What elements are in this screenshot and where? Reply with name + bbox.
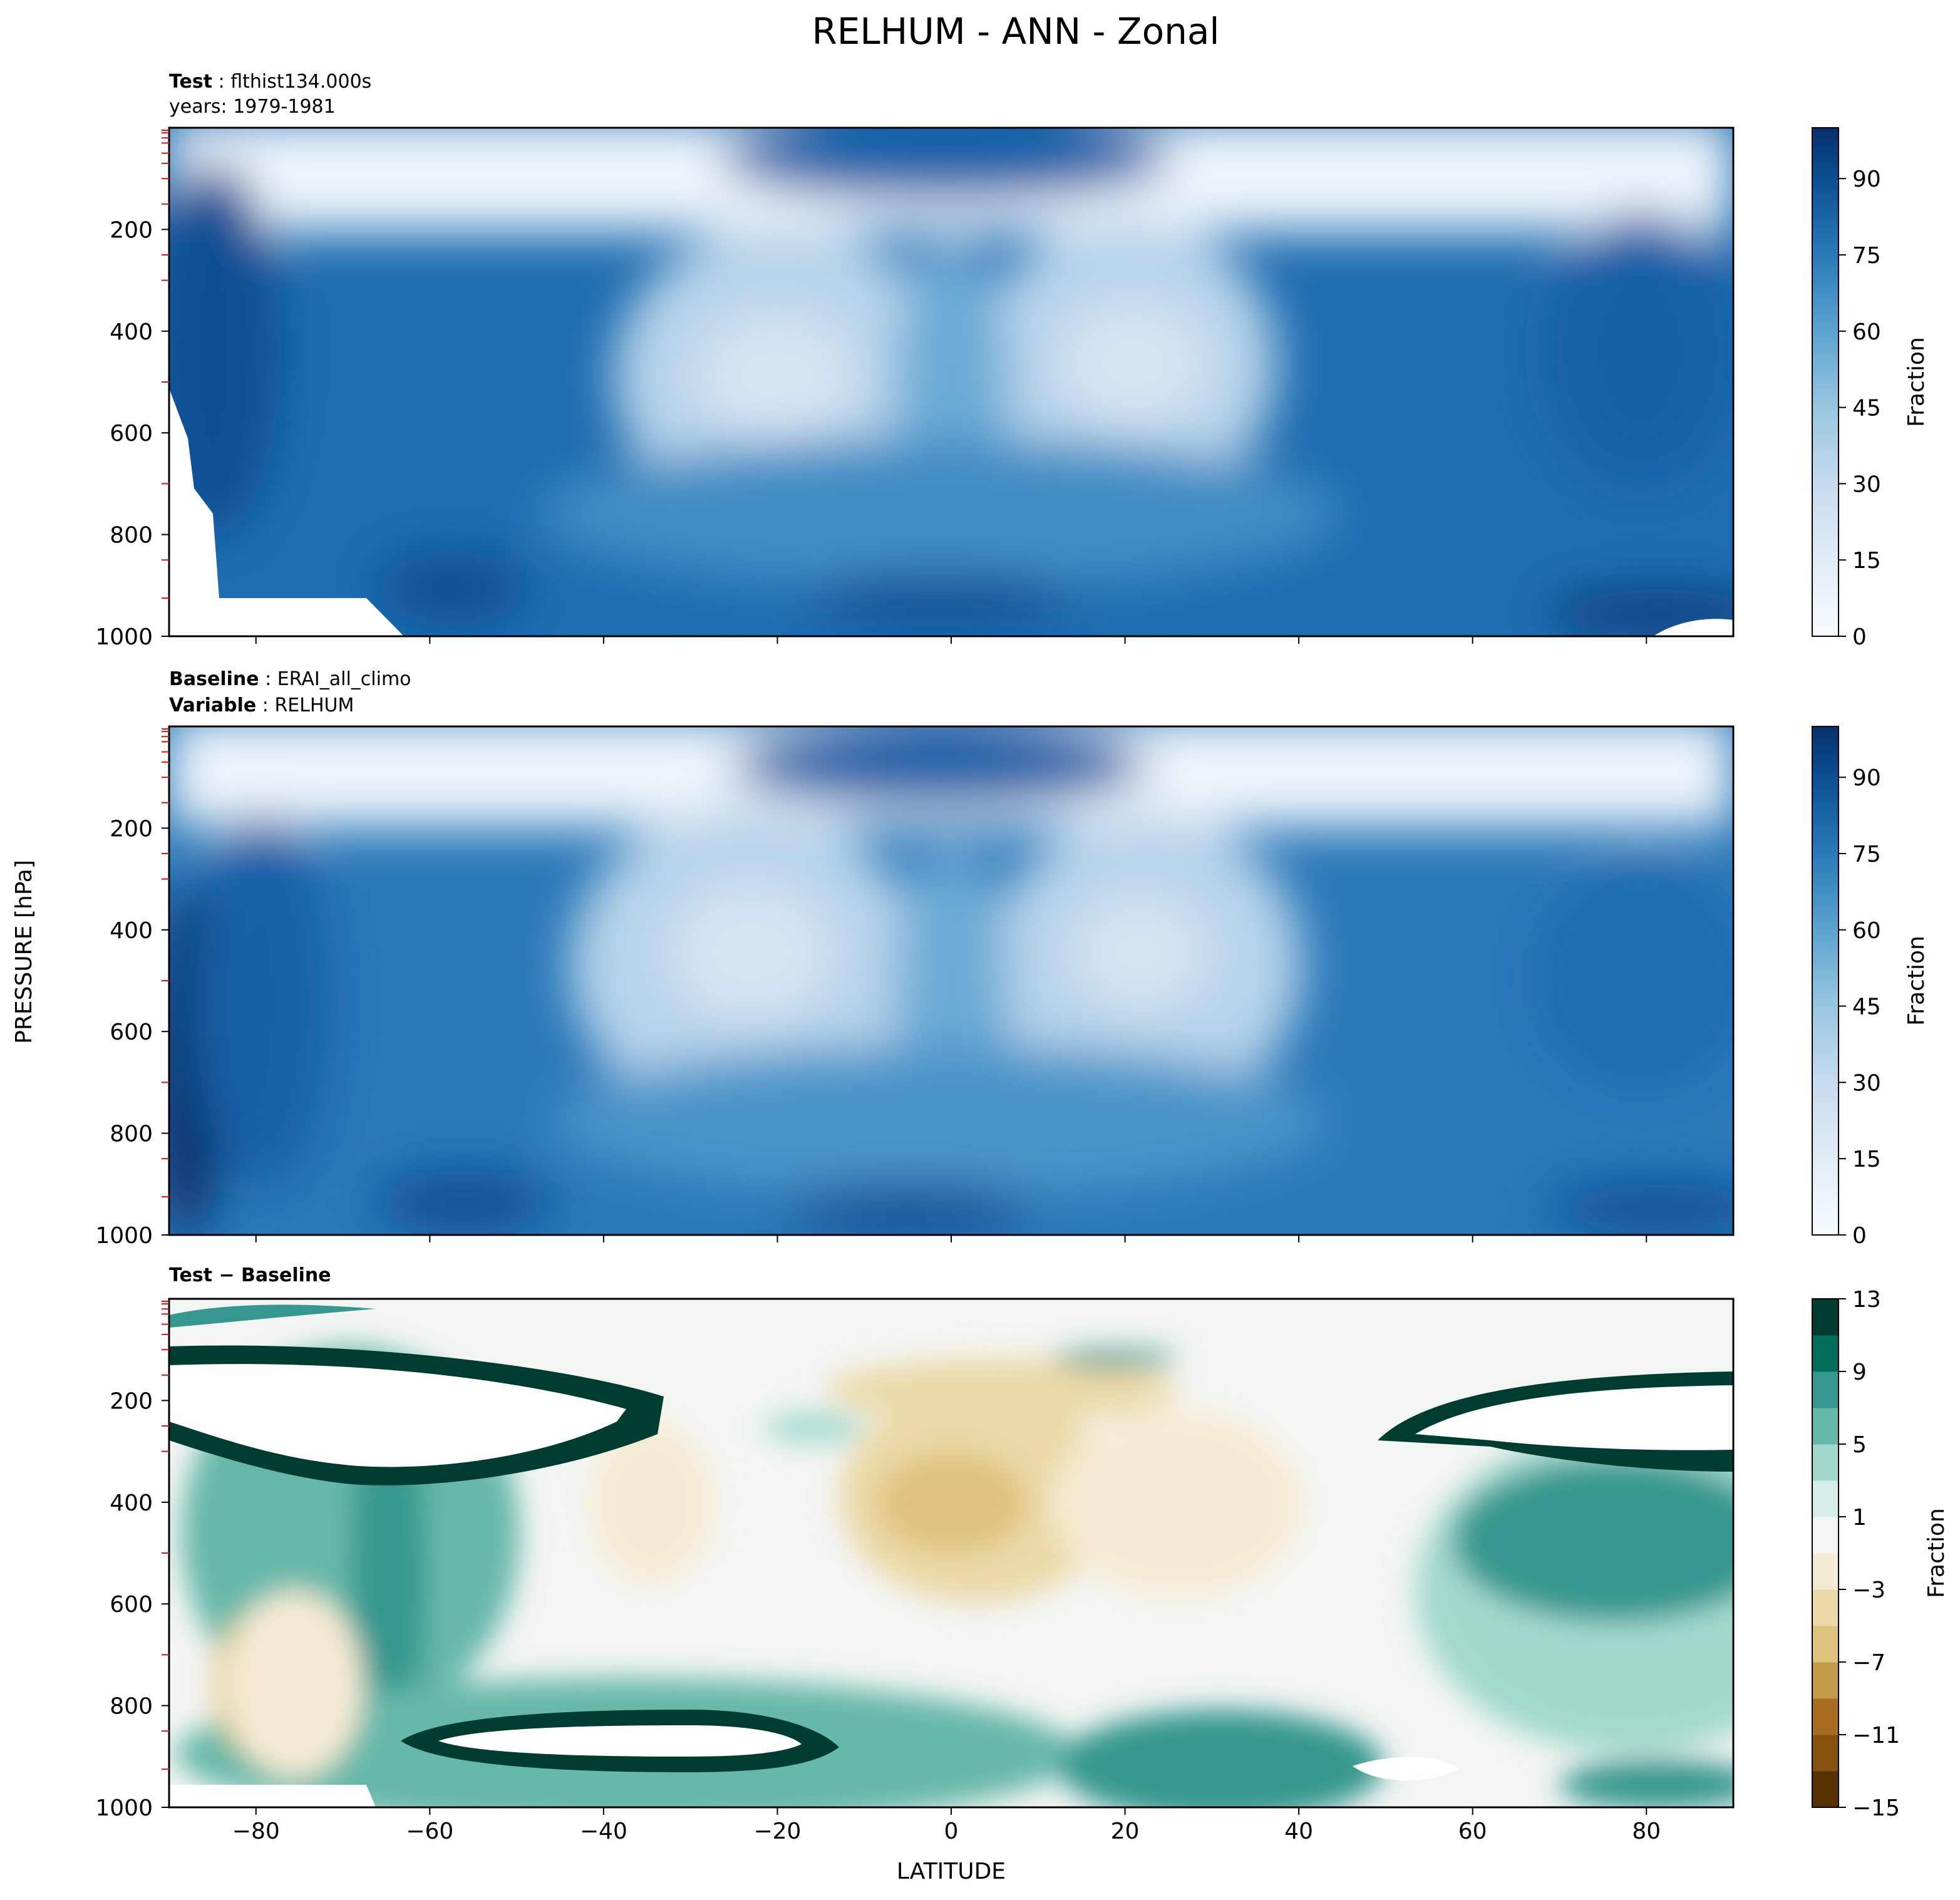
y-tick-label: 800 xyxy=(110,1122,153,1147)
panel-baseline-header-line2: Variable : RELHUM xyxy=(169,694,354,716)
x-tick-label: 0 xyxy=(944,1819,959,1844)
y-tick-label: 400 xyxy=(110,319,153,345)
panel-diff: Test − Baseline xyxy=(95,1264,1949,1821)
panel-baseline-colorbar-ticks: 0 15 30 45 60 75 90 xyxy=(1839,765,1881,1249)
figure-title: RELHUM - ANN - Zonal xyxy=(812,10,1219,53)
panel-baseline-field xyxy=(169,726,1733,1235)
colorbar-segment xyxy=(1812,1444,1839,1481)
x-tick-label: 80 xyxy=(1632,1819,1661,1844)
y-tick-label: 200 xyxy=(110,217,153,243)
colorbar-tick-label: 75 xyxy=(1852,243,1881,269)
panel-test-header-line1: Test : flthist134.000s xyxy=(169,71,371,93)
colorbar-tick-label: 60 xyxy=(1852,319,1881,345)
x-tick-label: 40 xyxy=(1284,1819,1313,1844)
y-tick-label: 400 xyxy=(110,918,153,944)
panel-diff-header: Test − Baseline xyxy=(169,1264,331,1286)
panel-baseline-header-line1: Baseline : ERAI_all_climo xyxy=(169,668,411,690)
panel-baseline-variable-name: RELHUM xyxy=(274,694,354,716)
panel-baseline-colorbar-label: Fraction xyxy=(1904,936,1929,1026)
x-tick-label: 20 xyxy=(1111,1819,1140,1844)
x-tick-label: −80 xyxy=(232,1819,280,1844)
colorbar-tick-label: 30 xyxy=(1852,1070,1881,1096)
y-tick-label: 800 xyxy=(110,1694,153,1720)
colorbar-segment xyxy=(1812,1662,1839,1699)
colorbar-tick-label: 45 xyxy=(1852,994,1881,1020)
y-tick-label: 200 xyxy=(110,816,153,842)
colorbar-tick-label: 75 xyxy=(1852,842,1881,867)
colorbar-frame xyxy=(1812,1298,1839,1808)
x-tick-labels: −80 −60 −40 −20 0 20 40 60 80 xyxy=(232,1819,1661,1844)
colorbar-segment xyxy=(1812,1335,1839,1372)
colorbar-segment xyxy=(1812,1371,1839,1408)
panel-diff-axis-ticks: 200 400 600 800 1000 xyxy=(95,1301,1648,1821)
colorbar-segment xyxy=(1812,1735,1839,1772)
y-tick-label: 600 xyxy=(110,421,153,447)
panel-diff-field xyxy=(169,1299,1733,1807)
colorbar-segment xyxy=(1812,1408,1839,1445)
x-tick-label: −60 xyxy=(406,1819,453,1844)
panel-diff-colorbar-ticks: 13 9 5 1 −3 −7 −11 −15 xyxy=(1839,1287,1900,1821)
panel-test-field xyxy=(169,128,1733,636)
x-axis-label: LATITUDE xyxy=(897,1859,1006,1884)
panel-diff-colorbar-label: Fraction xyxy=(1924,1508,1949,1598)
panel-baseline-header-bold: Baseline xyxy=(169,668,259,690)
y-axis-label: PRESSURE [hPa] xyxy=(11,860,37,1044)
colorbar-tick-label: 5 xyxy=(1852,1432,1867,1458)
y-tick-label: 400 xyxy=(110,1490,153,1516)
colorbar-segment xyxy=(1812,1589,1839,1626)
y-tick-label: 1000 xyxy=(95,624,153,650)
y-tick-label: 600 xyxy=(110,1020,153,1045)
x-tick-label: −20 xyxy=(753,1819,801,1844)
panel-test-colorbar-label: Fraction xyxy=(1904,337,1929,427)
colorbar-tick-label: 0 xyxy=(1852,1223,1867,1249)
y-tick-label: 600 xyxy=(110,1592,153,1618)
panel-baseline-variable-bold: Variable xyxy=(169,694,256,716)
panel-baseline: Baseline : ERAI_all_climo Variable : REL… xyxy=(95,668,1929,1249)
colorbar-segment xyxy=(1812,1771,1839,1808)
x-tick-label: −40 xyxy=(580,1819,627,1844)
panel-test: Test : flthist134.000s years: 1979-1981 xyxy=(95,71,1929,650)
colorbar-tick-label: 15 xyxy=(1852,1147,1881,1172)
colorbar-tick-label: 13 xyxy=(1852,1287,1881,1313)
colorbar-tick-label: 15 xyxy=(1852,548,1881,574)
colorbar-tick-label: 0 xyxy=(1852,624,1867,650)
panel-test-case-name: flthist134.000s xyxy=(230,71,371,93)
colorbar-segment xyxy=(1812,1626,1839,1663)
panel-baseline-colorbar xyxy=(1812,726,1839,1236)
colorbar-tick-label: 90 xyxy=(1852,765,1881,791)
colorbar-segment xyxy=(1812,1698,1839,1735)
x-tick-label: 60 xyxy=(1458,1819,1487,1844)
y-tick-label: 800 xyxy=(110,523,153,549)
y-tick-label: 1000 xyxy=(95,1223,153,1249)
colorbar-segment xyxy=(1812,1299,1839,1336)
panel-baseline-axis-ticks: 200 400 600 800 1000 xyxy=(95,728,1648,1249)
panel-test-colorbar-ticks: 0 15 30 45 60 75 90 xyxy=(1839,167,1881,650)
colorbar-segment xyxy=(1812,1553,1839,1590)
colorbar-tick-label: 9 xyxy=(1852,1360,1867,1385)
y-tick-label: 200 xyxy=(110,1388,153,1414)
panel-test-header-bold: Test xyxy=(169,71,212,93)
colorbar-tick-label: −3 xyxy=(1852,1577,1885,1603)
colorbar-tick-label: −11 xyxy=(1852,1723,1900,1748)
colorbar-tick-label: −7 xyxy=(1852,1650,1885,1676)
colorbar-tick-label: 1 xyxy=(1852,1505,1867,1531)
colorbar-tick-label: −15 xyxy=(1852,1795,1900,1821)
panel-diff-colorbar xyxy=(1812,1298,1839,1808)
panel-test-axis-ticks: 200 400 600 800 1000 xyxy=(95,130,1648,650)
panel-baseline-case-name: ERAI_all_climo xyxy=(277,668,411,690)
y-tick-label: 1000 xyxy=(95,1795,153,1821)
panel-test-colorbar xyxy=(1812,127,1839,637)
colorbar-segment xyxy=(1812,1517,1839,1554)
panel-test-years: years: 1979-1981 xyxy=(169,96,336,118)
colorbar-tick-label: 90 xyxy=(1852,167,1881,192)
colorbar-segment xyxy=(1812,1480,1839,1517)
colorbar-tick-label: 30 xyxy=(1852,472,1881,497)
colorbar-tick-label: 60 xyxy=(1852,918,1881,944)
colorbar-tick-label: 45 xyxy=(1852,396,1881,421)
